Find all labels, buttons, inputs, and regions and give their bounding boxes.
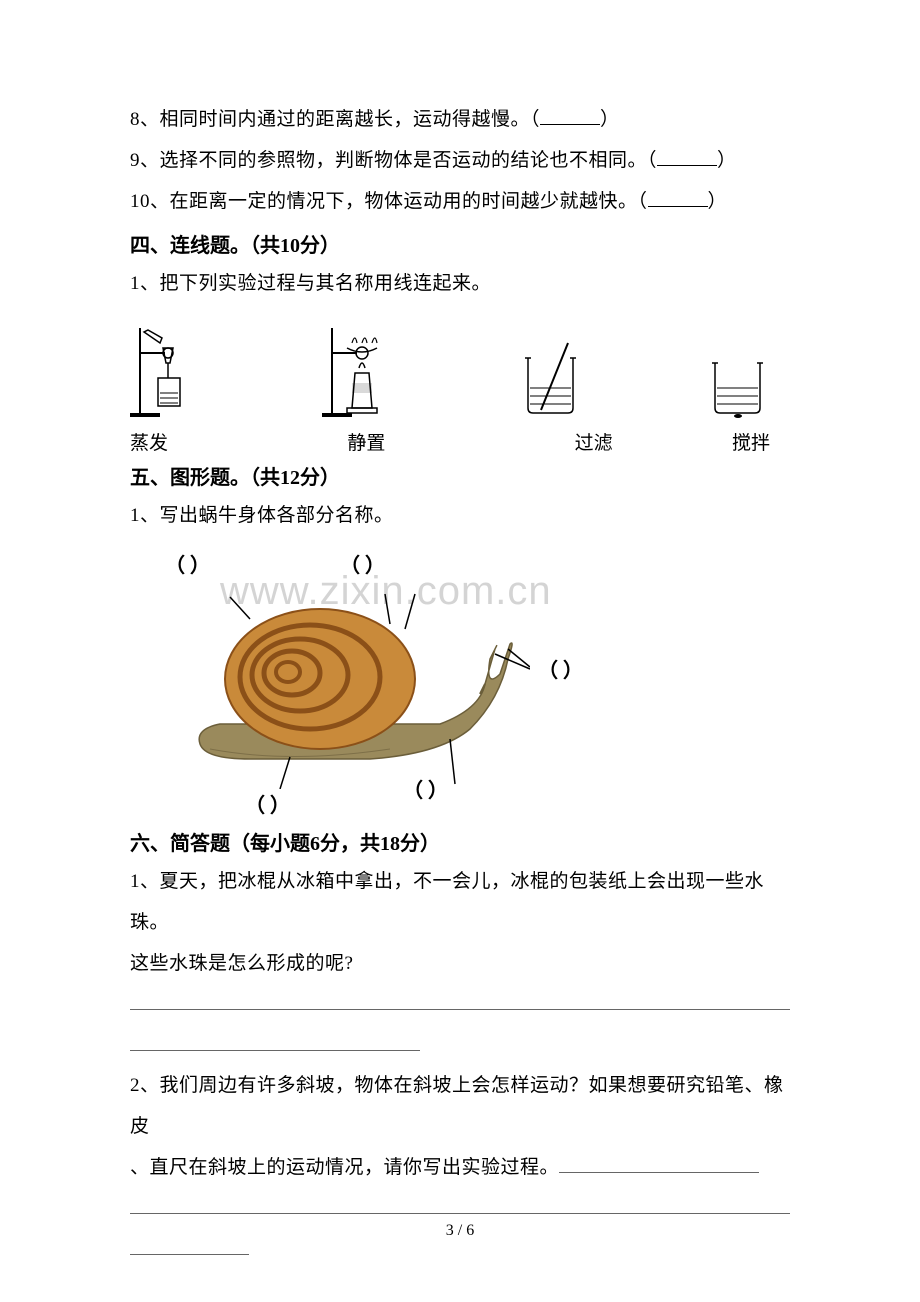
- snail-label-1[interactable]: （ ）: [165, 549, 210, 578]
- figure-label-row: 蒸发 静置 过滤 搅拌: [130, 428, 790, 455]
- section4-title: 四、连线题。（共10分）: [130, 229, 790, 258]
- snail-icon: [190, 589, 530, 789]
- section5-title: 五、图形题。（共12分）: [130, 461, 790, 490]
- section6-q1a: 1、夏天，把冰棍从冰箱中拿出，不一会儿，冰棍的包装纸上会出现一些水珠。: [130, 862, 790, 944]
- q9-end: ）: [717, 150, 737, 171]
- figure-cell-4: [690, 318, 790, 418]
- section6-q2: 2、我们周边有许多斜坡，物体在斜坡上会怎样运动？如果想要研究铅笔、橡皮: [130, 1066, 790, 1148]
- page-number: 3 / 6: [0, 1222, 920, 1240]
- apparatus-icon-1: [130, 318, 230, 418]
- q9-text: 9、选择不同的参照物，判断物体是否运动的结论也不相同。（: [130, 150, 657, 171]
- section6-title: 六、简答题（每小题6分，共18分）: [130, 827, 790, 856]
- q8-text: 8、相同时间内通过的距离越长，运动得越慢。（: [130, 109, 540, 130]
- apparatus-icon-2: [317, 318, 417, 418]
- snail-label-5[interactable]: （ ）: [403, 774, 448, 803]
- blank-fill[interactable]: [657, 147, 717, 166]
- section6-q2b: 、直尺在斜坡上的运动情况，请你写出实验过程。: [130, 1157, 559, 1178]
- question-9: 9、选择不同的参照物，判断物体是否运动的结论也不相同。（ ）: [130, 141, 790, 182]
- figure-row: [130, 318, 790, 418]
- section4-question: 1、把下列实验过程与其名称用线连起来。: [130, 264, 790, 305]
- answer-inline-blank[interactable]: [559, 1154, 759, 1173]
- figure-cell-1: [130, 318, 230, 418]
- figure-label-4: 搅拌: [732, 428, 770, 455]
- snail-label-2[interactable]: （ ）: [340, 549, 385, 578]
- apparatus-icon-3: [503, 318, 603, 418]
- answer-line[interactable]: [130, 1026, 790, 1067]
- blank-fill[interactable]: [648, 188, 708, 207]
- snail-figure: www.zixin.com.cn （ ） （ ） （ ） （ ） （ ）: [140, 549, 640, 819]
- q10-end: ）: [708, 191, 728, 212]
- section5-question: 1、写出蜗牛身体各部分名称。: [130, 496, 790, 537]
- q8-end: ）: [600, 109, 620, 130]
- question-10: 10、在距离一定的情况下，物体运动用的时间越少就越快。（ ）: [130, 182, 790, 223]
- figure-label-1: 蒸发: [130, 428, 168, 455]
- blank-fill[interactable]: [540, 106, 600, 125]
- apparatus-icon-4: [690, 318, 790, 418]
- snail-label-3[interactable]: （ ）: [538, 654, 583, 683]
- question-8: 8、相同时间内通过的距离越长，运动得越慢。（ ）: [130, 100, 790, 141]
- snail-label-4[interactable]: （ ）: [245, 789, 290, 818]
- section6-q1b: 这些水珠是怎么形成的呢?: [130, 944, 790, 985]
- figure-label-3: 过滤: [575, 428, 613, 455]
- section6-q2a: 2、我们周边有许多斜坡，物体在斜坡上会怎样运动？如果想要研究铅笔、橡皮: [130, 1075, 784, 1137]
- q10-text: 10、在距离一定的情况下，物体运动用的时间越少就越快。（: [130, 191, 648, 212]
- answer-line[interactable]: [130, 985, 790, 1026]
- figure-cell-3: [503, 318, 603, 418]
- section6-q2-line2: 、直尺在斜坡上的运动情况，请你写出实验过程。: [130, 1148, 790, 1189]
- figure-label-2: 静置: [347, 428, 385, 455]
- figure-cell-2: [317, 318, 417, 418]
